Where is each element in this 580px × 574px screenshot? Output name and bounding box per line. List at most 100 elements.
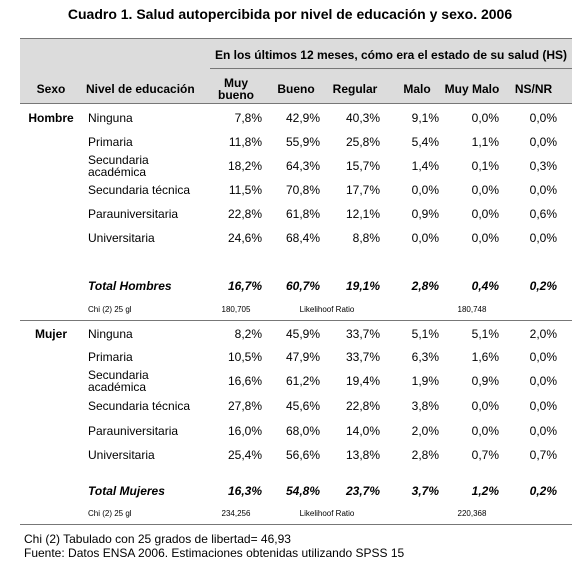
value-cell: 1,1% [471,135,499,149]
value-cell: 25,8% [345,135,380,149]
rule [20,320,572,321]
ratio-label: Likelihoof Ratio [299,509,355,518]
value-cell: 14,0% [345,424,380,438]
education-level: Ninguna [88,111,133,125]
value-cell: 11,8% [228,135,262,149]
value-cell: 0,0% [471,231,499,245]
education-level: Secundaria técnica [88,399,191,413]
education-level: Primaria [88,135,133,149]
column-header: Bueno [277,82,315,96]
value-cell: 16,0% [227,424,262,438]
value-cell: 0,0% [529,424,557,438]
ratio-label: Likelihoof Ratio [299,305,355,314]
sex-label: Hombre [28,111,74,125]
value-cell: 0,0% [529,350,557,364]
total-value: 23,7% [345,484,380,498]
value-cell: 0,0% [529,111,557,125]
chi-value: 180,705 [221,305,251,314]
value-cell: 19,4% [345,374,380,388]
value-cell: 16,6% [227,374,262,388]
ratio-value: 220,368 [457,509,487,518]
rule [20,524,572,525]
total-value: 1,2% [471,484,499,498]
title: Cuadro 1. Salud autopercibida por nivel … [67,6,513,22]
value-cell: 0,0% [529,231,557,245]
value-cell: 0,0% [471,207,499,221]
value-cell: 22,8% [345,399,380,413]
column-header: Sexo [36,82,66,96]
value-cell: 0,0% [529,183,557,197]
value-cell: 11,5% [228,183,262,197]
value-cell: 0,0% [529,374,557,388]
value-cell: 2,0% [529,327,557,341]
value-cell: 8,8% [352,231,380,245]
chi-label: Chi (2) 25 gl [88,509,132,518]
value-cell: 18,2% [227,159,262,173]
value-cell: 64,3% [285,159,320,173]
total-value: 0,4% [471,279,499,293]
column-header: Muy bueno [218,76,254,102]
value-cell: 0,0% [411,183,439,197]
total-value: 60,7% [285,279,320,293]
value-cell: 0,0% [411,231,439,245]
value-cell: 42,9% [285,111,320,125]
value-cell: 0,0% [529,399,557,413]
education-level: Secundaria técnica [88,183,191,197]
value-cell: 1,4% [411,159,439,173]
value-cell: 24,6% [227,231,262,245]
footnote: Fuente: Datos ENSA 2006. Estimaciones ob… [24,546,405,560]
value-cell: 40,3% [345,111,380,125]
total-value: 3,7% [411,484,439,498]
ratio-value: 180,748 [457,305,487,314]
value-cell: 0,7% [529,448,557,462]
value-cell: 0,9% [411,207,439,221]
footnote: Chi (2) Tabulado con 25 grados de libert… [24,532,291,546]
sex-label: Mujer [34,327,67,341]
total-label: Total Hombres [88,279,172,293]
rule [20,38,572,39]
value-cell: 55,9% [285,135,320,149]
span-header: En los últimos 12 meses, cómo era el est… [214,48,568,62]
column-header: Malo [403,82,431,96]
value-cell: 5,1% [411,327,439,341]
total-value: 2,8% [411,279,439,293]
value-cell: 0,0% [471,111,499,125]
value-cell: 9,1% [411,111,439,125]
value-cell: 2,8% [411,448,439,462]
value-cell: 5,4% [411,135,439,149]
value-cell: 3,8% [411,399,439,413]
value-cell: 22,8% [227,207,262,221]
value-cell: 7,8% [234,111,262,125]
value-cell: 61,2% [285,374,320,388]
value-cell: 0,0% [471,424,499,438]
value-cell: 12,1% [345,207,380,221]
value-cell: 1,9% [411,374,439,388]
value-cell: 17,7% [345,183,380,197]
value-cell: 1,6% [471,350,499,364]
value-cell: 68,0% [285,424,320,438]
chi-value: 234,256 [221,509,251,518]
value-cell: 70,8% [285,183,320,197]
value-cell: 61,8% [285,207,320,221]
value-cell: 0,9% [471,374,499,388]
total-value: 16,7% [227,279,262,293]
column-header: NS/NR [514,82,553,96]
header-band [20,38,572,103]
chi-label: Chi (2) 25 gl [88,305,132,314]
total-value: 16,3% [227,484,262,498]
value-cell: 56,6% [285,448,320,462]
education-level: Secundaria académica [88,368,149,394]
rule [20,103,572,104]
education-level: Parauniversitaria [88,424,179,438]
total-value: 54,8% [285,484,320,498]
value-cell: 0,0% [471,183,499,197]
education-level: Universitaria [88,448,155,462]
total-value: 0,2% [529,484,557,498]
education-level: Ninguna [88,327,133,341]
education-level: Parauniversitaria [88,207,179,221]
value-cell: 68,4% [285,231,320,245]
column-header: Regular [332,82,378,96]
education-level: Secundaria académica [88,153,149,179]
value-cell: 27,8% [227,399,262,413]
rule [210,68,572,69]
